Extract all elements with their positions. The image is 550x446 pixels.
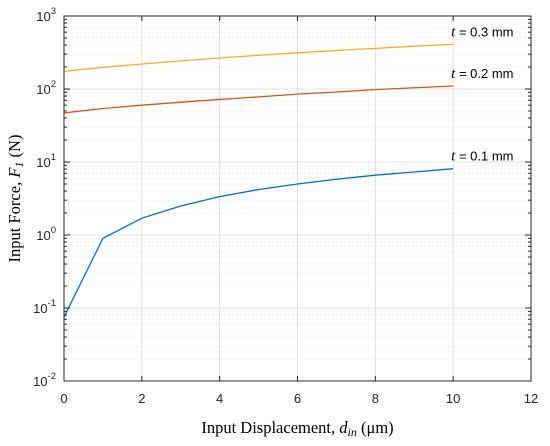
x-axis-title-unit: (μm) [357, 418, 394, 437]
y-axis-title: Input Force, F1 (N) [5, 135, 26, 263]
x-tick-label: 8 [372, 391, 379, 406]
y-axis-title-symbol: F [5, 167, 24, 179]
y-tick-label: 103 [36, 6, 56, 24]
series-labels: t = 0.3 mm t = 0.2 mm t = 0.1 mm [451, 24, 513, 164]
x-axis-title-subscript: in [348, 425, 357, 439]
x-tick-label: 6 [294, 391, 301, 406]
series-line-2 [63, 85, 454, 114]
y-axis-title-prefix: Input Force, [5, 178, 24, 263]
x-tick-label: 2 [138, 391, 145, 406]
y-tick-label: 10-2 [33, 371, 56, 389]
x-axis-title-prefix: Input Displacement, [201, 418, 339, 437]
y-axis-title-subscript: 1 [12, 162, 26, 168]
y-tick-label: 102 [36, 79, 56, 97]
series-label-2: t = 0.2 mm [451, 66, 513, 82]
x-tick-label: 4 [216, 391, 223, 406]
series-lines [63, 43, 454, 318]
y-tick-label: 101 [36, 152, 56, 170]
x-axis-title-symbol: d [339, 418, 348, 437]
series-label-3: t = 0.1 mm [451, 149, 513, 165]
y-tick-label: 10-1 [33, 298, 56, 316]
y-axis-title-unit: (N) [5, 135, 24, 162]
x-tick-label: 0 [60, 391, 67, 406]
series-line-3 [63, 168, 454, 318]
x-tick-label: 12 [524, 391, 538, 406]
axis-ticks: 0 2 4 6 8 10 12 10-2 10-1 100 101 102 103 [33, 6, 538, 406]
y-tick-label: 100 [36, 225, 56, 243]
series-label-1: t = 0.3 mm [451, 24, 513, 40]
x-axis-title: Input Displacement, din (μm) [201, 418, 393, 439]
series-line-1 [63, 43, 454, 72]
x-tick-label: 10 [446, 391, 460, 406]
